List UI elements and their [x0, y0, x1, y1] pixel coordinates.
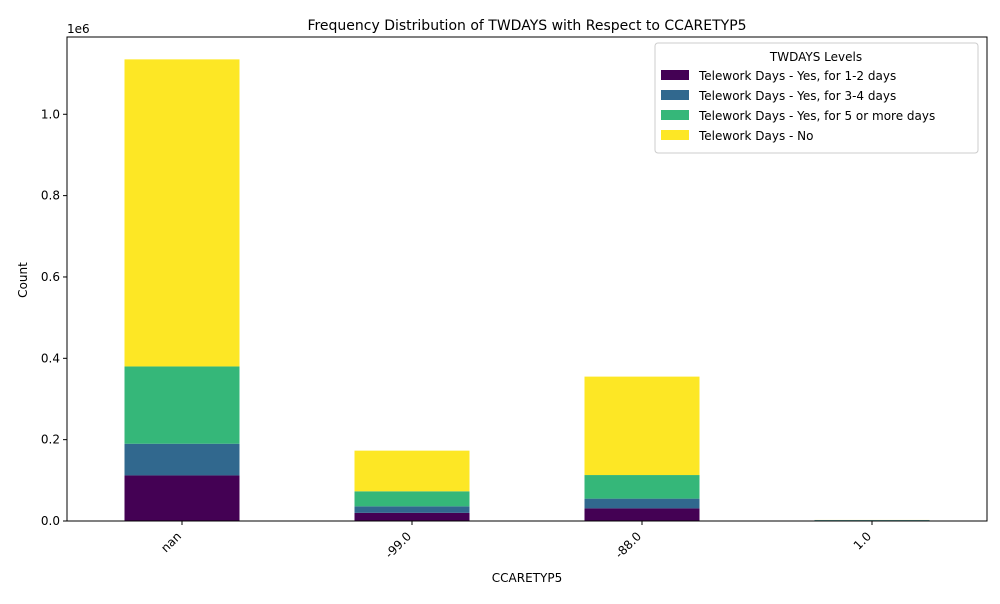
legend-swatch-2 [661, 90, 689, 100]
y-axis-offset-label: 1e6 [67, 22, 90, 36]
bar-segment-1-1 [125, 475, 240, 521]
y-tick-label: 0.0 [41, 514, 60, 528]
legend-label-1: Telework Days - Yes, for 1-2 days [698, 69, 896, 83]
legend-label-4: Telework Days - No [698, 129, 813, 143]
bar-segment-3-2 [355, 491, 470, 506]
bar-segment-3-1 [125, 366, 240, 443]
legend-swatch-3 [661, 110, 689, 120]
bar-segment-4-2 [355, 451, 470, 492]
y-tick-label: 0.4 [41, 351, 60, 365]
bar-segment-4-3 [585, 377, 700, 475]
bar-segment-4-1 [125, 59, 240, 366]
bar-segment-2-2 [355, 506, 470, 513]
legend-swatch-1 [661, 70, 689, 80]
bar-segment-1-3 [585, 508, 700, 521]
y-tick-label: 0.6 [41, 270, 60, 284]
bar-segment-2-3 [585, 499, 700, 509]
chart-title: Frequency Distribution of TWDAYS with Re… [307, 18, 746, 34]
bar-segment-3-3 [585, 475, 700, 499]
y-axis-title: Count [16, 262, 30, 298]
y-tick-label: 1.0 [41, 107, 60, 121]
legend-swatch-4 [661, 130, 689, 140]
bar-segment-1-2 [355, 513, 470, 521]
y-tick-label: 0.8 [41, 189, 60, 203]
y-tick-label: 0.2 [41, 433, 60, 447]
legend-title: TWDAYS Levels [769, 50, 862, 64]
legend-label-3: Telework Days - Yes, for 5 or more days [698, 109, 935, 123]
legend-label-2: Telework Days - Yes, for 3-4 days [698, 89, 896, 103]
x-axis-title: CCARETYP5 [492, 571, 562, 585]
legend: TWDAYS Levels Telework Days - Yes, for 1… [655, 43, 978, 153]
bar-segment-2-1 [125, 444, 240, 476]
